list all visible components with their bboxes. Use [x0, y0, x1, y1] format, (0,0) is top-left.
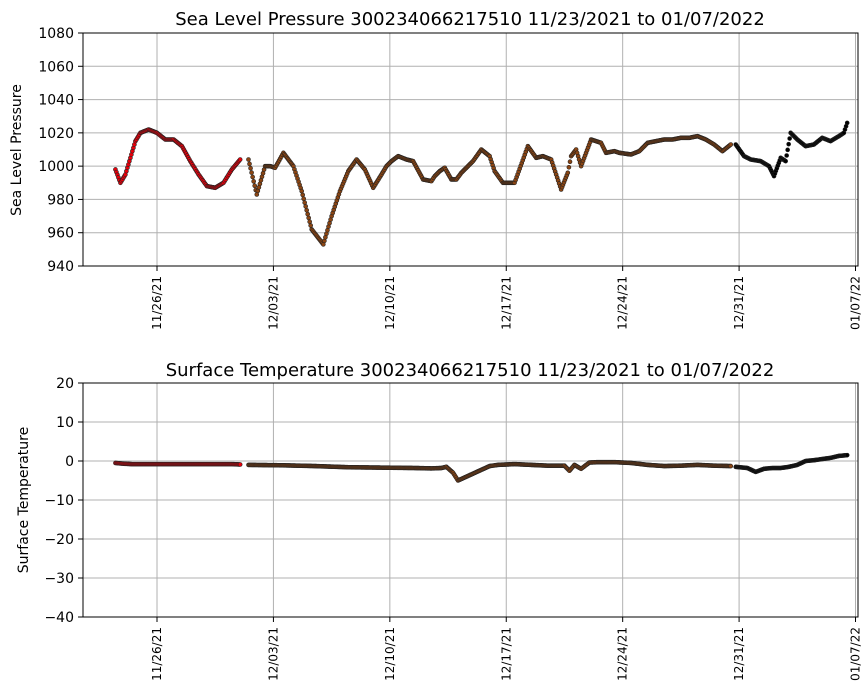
data-point — [844, 452, 850, 458]
series-last-segment — [733, 452, 850, 475]
data-point — [299, 188, 305, 194]
x-tick-label: 12/03/21 — [266, 276, 280, 330]
y-tick-label: 960 — [47, 226, 74, 242]
x-axis-ticks: 11/26/21 12/03/21 12/10/21 12/17/21 12/24/21… — [150, 617, 863, 681]
y-axis-ticks: −40 −30 −20 −10 0 10 20 — [44, 376, 83, 626]
x-tick-label: 12/17/21 — [499, 276, 513, 330]
series-middle-segment — [246, 459, 734, 483]
data-point — [783, 158, 788, 164]
data-point — [237, 157, 243, 162]
x-tick-label: 12/10/21 — [383, 627, 397, 681]
series-middle-segment — [246, 133, 734, 247]
x-tick-label: 01/07/22 — [849, 276, 863, 330]
data-point — [308, 223, 313, 228]
data-points — [113, 120, 850, 247]
y-tick-label: 1020 — [38, 126, 74, 142]
x-tick-label: 12/31/21 — [732, 627, 746, 681]
data-point — [237, 462, 243, 467]
chart-title: Sea Level Pressure 300234066217510 11/23… — [175, 9, 765, 30]
data-point — [251, 179, 256, 184]
data-point — [250, 174, 255, 180]
y-axis-label: Sea Level Pressure — [9, 84, 25, 216]
data-point — [784, 153, 789, 158]
y-tick-label: 1040 — [38, 93, 74, 109]
data-point — [786, 141, 791, 147]
y-tick-label: 0 — [65, 454, 74, 470]
series-last-segment — [733, 120, 850, 179]
x-tick-label: 12/24/21 — [616, 627, 630, 681]
plot-frame — [82, 32, 859, 267]
surface-temperature-panel: Surface Temperature 300234066217510 11/2… — [16, 360, 863, 681]
data-point — [787, 136, 792, 141]
x-tick-label: 12/24/21 — [616, 276, 630, 330]
y-tick-label: 20 — [56, 376, 74, 392]
x-tick-label: 12/17/21 — [499, 627, 513, 681]
data-points — [113, 452, 850, 483]
sea-level-pressure-panel: Sea Level Pressure 300234066217510 11/23… — [9, 9, 863, 330]
y-tick-label: −10 — [44, 493, 74, 509]
data-point — [728, 463, 734, 469]
data-point — [246, 157, 251, 162]
x-tick-label: 12/03/21 — [266, 627, 280, 681]
x-tick-label: 01/07/22 — [849, 627, 863, 681]
data-point — [728, 142, 734, 147]
y-axis-label: Surface Temperature — [16, 427, 32, 573]
data-point — [302, 200, 307, 205]
data-point — [301, 196, 306, 202]
x-tick-label: 12/31/21 — [732, 276, 746, 330]
x-tick-label: 11/26/21 — [150, 627, 164, 681]
chart-title: Surface Temperature 300234066217510 11/2… — [166, 360, 775, 381]
data-point — [844, 120, 850, 126]
y-tick-label: −20 — [44, 532, 74, 548]
x-axis-ticks: 11/26/21 12/03/21 12/10/21 12/17/21 12/24/21… — [150, 266, 863, 330]
series-first-segment — [113, 127, 243, 191]
y-tick-label: 980 — [47, 192, 74, 208]
data-point — [307, 219, 312, 225]
data-point — [566, 164, 572, 170]
data-point — [249, 170, 254, 175]
series-first-segment — [113, 460, 243, 467]
data-point — [252, 183, 258, 188]
data-point — [785, 147, 790, 153]
data-point — [565, 170, 571, 176]
y-tick-label: 940 — [47, 259, 74, 275]
data-point — [304, 207, 309, 213]
y-tick-label: 1080 — [38, 26, 74, 42]
data-point — [306, 215, 311, 221]
y-tick-label: 1060 — [38, 59, 74, 75]
y-tick-label: 1000 — [38, 159, 74, 175]
data-point — [303, 204, 308, 209]
x-tick-label: 11/26/21 — [150, 276, 164, 330]
data-point — [567, 159, 573, 164]
data-point — [247, 161, 252, 167]
data-point — [300, 192, 305, 198]
y-tick-label: −30 — [44, 571, 74, 587]
x-tick-label: 12/10/21 — [383, 276, 397, 330]
y-tick-label: −40 — [44, 610, 74, 626]
data-point — [248, 165, 253, 171]
data-point — [305, 211, 310, 217]
y-axis-ticks: 940 960 980 1000 1020 1040 1060 1080 — [38, 26, 83, 275]
y-tick-label: 10 — [56, 415, 74, 431]
